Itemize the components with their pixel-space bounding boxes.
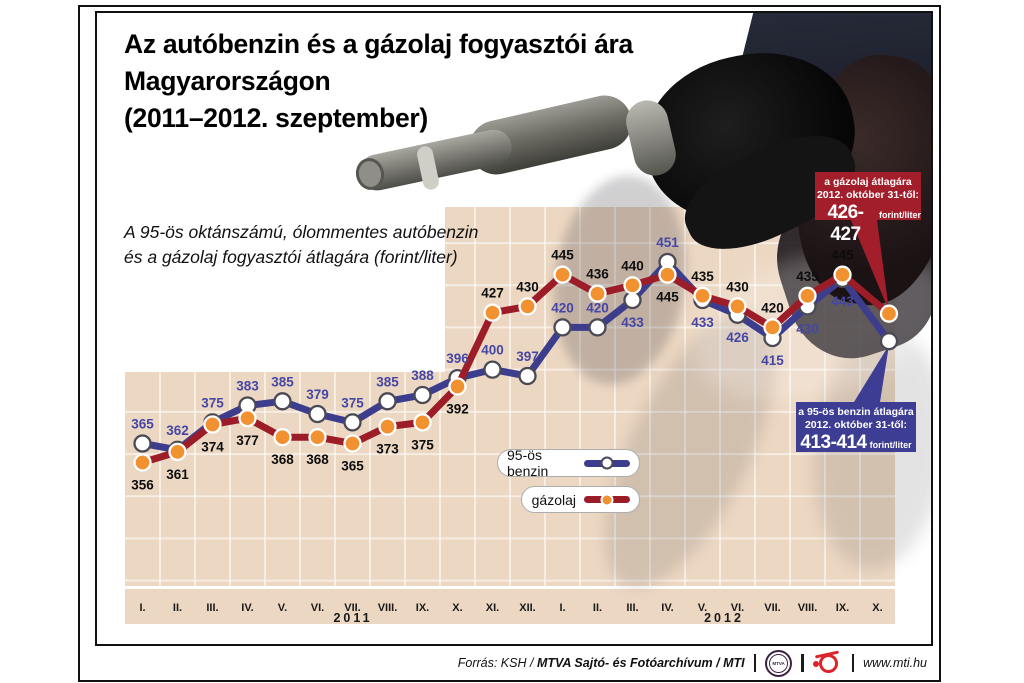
title-line: (2011–2012. szeptember) <box>124 103 428 133</box>
legend-label: 95-ös benzin <box>507 447 549 479</box>
callout-petrol: a 95-ös benzin átlagára 2012. október 31… <box>796 402 916 454</box>
callout-text: a 95-ös benzin átlagára <box>798 406 914 418</box>
callout-value-row: 413-414 forint/liter <box>796 432 916 454</box>
chart-subtitle: A 95-ös oktánszámú, ólommentes autóbenzi… <box>124 220 478 270</box>
subtitle-line: A 95-ös oktánszámú, ólommentes autóbenzi… <box>124 222 479 242</box>
callout-unit: forint/liter <box>879 210 921 220</box>
legend-line-sample-benzin <box>584 456 630 470</box>
callout-unit: forint/liter <box>869 440 912 450</box>
outer-frame <box>78 5 941 682</box>
source-bold: MTVA Sajtó- és Fotóarchívum / MTI <box>536 656 745 670</box>
website-url: www.mti.hu <box>863 656 927 670</box>
chart-title: Az autóbenzin és a gázolaj fogyasztói ár… <box>124 26 633 137</box>
legend-item-gazolaj: gázolaj <box>521 486 640 513</box>
callout-text: a gázolaj átlagára <box>824 176 912 188</box>
mti-logo-dot <box>812 661 819 667</box>
subtitle-line: és a gázolaj fogyasztói átlagára (forint… <box>124 247 458 267</box>
legend-item-benzin: 95-ös benzin <box>497 447 640 479</box>
footer-separator <box>753 654 757 672</box>
callout-diesel: a gázolaj átlagára 2012. október 31-től:… <box>815 172 921 245</box>
legend-label: gázolaj <box>531 491 576 508</box>
callout-text: 2012. október 31-től: <box>804 418 908 431</box>
footer: Forrás: KSH / MTVA Sajtó- és Fotóarchívu… <box>458 649 927 677</box>
legend-marker-benzin <box>600 456 614 470</box>
x-axis-strip <box>125 589 895 624</box>
legend-marker-gazolaj <box>600 493 614 506</box>
mtva-logo-text: MTVA <box>769 653 789 673</box>
source-prefix: Forrás: KSH / <box>457 656 534 670</box>
mti-logo <box>812 650 843 676</box>
mti-logo-ring <box>818 654 838 673</box>
title-line: Magyarországon <box>124 66 331 96</box>
title-line: Az autóbenzin és a gázolaj fogyasztói ár… <box>124 29 633 59</box>
callout-value: 413-414 <box>800 432 867 453</box>
legend-line-sample-gazolaj <box>584 493 630 506</box>
callout-value-row: 426-427 forint/liter <box>815 202 921 246</box>
footer-separator <box>801 654 804 672</box>
mtva-logo: MTVA <box>765 649 793 677</box>
source-credit: Forrás: KSH / MTVA Sajtó- és Fotóarchívu… <box>458 656 745 670</box>
callout-text: 2012. október 31-től: <box>816 188 920 201</box>
footer-separator <box>851 654 855 672</box>
callout-value: 426-427 <box>827 202 864 245</box>
